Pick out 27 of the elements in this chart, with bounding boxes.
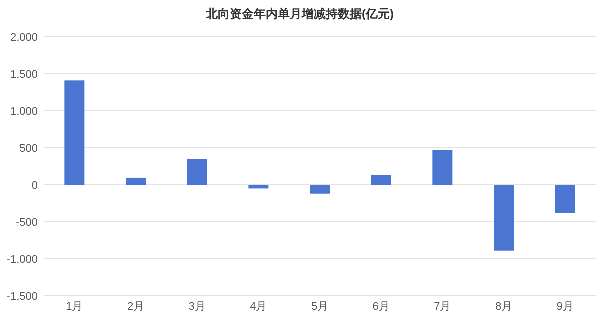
chart-title: 北向资金年内单月增减持数据(亿元) — [205, 7, 394, 21]
x-tick-label: 7月 — [434, 301, 452, 313]
bar — [310, 185, 330, 194]
bar — [64, 80, 85, 185]
x-tick-label: 1月 — [66, 301, 84, 313]
bar — [371, 175, 392, 185]
y-tick-label: -1,500 — [6, 291, 38, 303]
bar — [432, 150, 453, 185]
x-tick-label: 5月 — [311, 301, 329, 313]
y-tick-label: 1,500 — [10, 69, 38, 81]
x-tick-label: 6月 — [372, 301, 390, 313]
bar — [187, 159, 208, 185]
x-tick-label: 4月 — [250, 301, 268, 313]
bar — [126, 178, 146, 185]
x-tick-label: 8月 — [495, 301, 513, 313]
bar — [494, 185, 514, 251]
x-tick-label: 2月 — [127, 301, 145, 313]
y-tick-label: 1,000 — [10, 106, 38, 118]
bar — [555, 185, 576, 214]
x-tick-label: 3月 — [188, 301, 206, 313]
y-tick-label: 2,000 — [10, 32, 38, 44]
bar — [248, 185, 269, 189]
y-tick-label: 500 — [20, 143, 38, 155]
y-tick-label: 0 — [32, 180, 38, 192]
y-tick-label: -500 — [16, 217, 38, 229]
x-tick-label: 9月 — [556, 301, 574, 313]
y-tick-label: -1,000 — [6, 254, 38, 266]
